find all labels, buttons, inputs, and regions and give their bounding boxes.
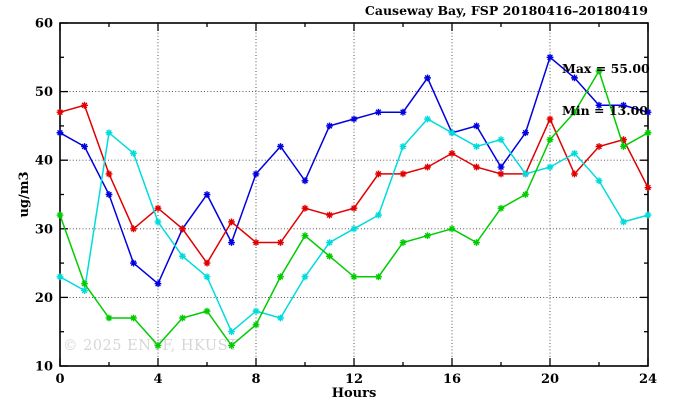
x-tick-label: 24 [639,372,657,387]
maxmin-annotation: Max = 55.00 Min = 13.00 [562,34,650,146]
x-tick-label: 8 [251,372,260,387]
x-tick-label: 12 [345,372,363,387]
x-tick-label: 16 [443,372,461,387]
chart-title: Causeway Bay, FSP 20180416–20180419 [364,3,648,18]
x-axis-label: Hours [332,386,377,401]
series-markers-green [56,67,652,349]
x-tick-label: 20 [541,372,559,387]
max-label: Max = 55.00 [562,61,650,76]
series-markers-cyan [56,115,652,336]
x-tick-label: 0 [55,372,64,387]
plot-frame [59,22,649,367]
y-tick-label: 10 [35,360,53,375]
y-tick-label: 60 [35,17,53,32]
y-tick-label: 50 [35,85,53,100]
y-tick-label: 40 [35,154,53,169]
min-label: Min = 13.00 [562,103,648,118]
y-tick-label: 30 [35,222,53,237]
x-tick-label: 4 [153,372,162,387]
y-tick-label: 20 [35,291,53,306]
y-axis-label: ug/m3 [17,171,32,217]
watermark: © 2025 ENVF, HKUST [63,338,239,354]
